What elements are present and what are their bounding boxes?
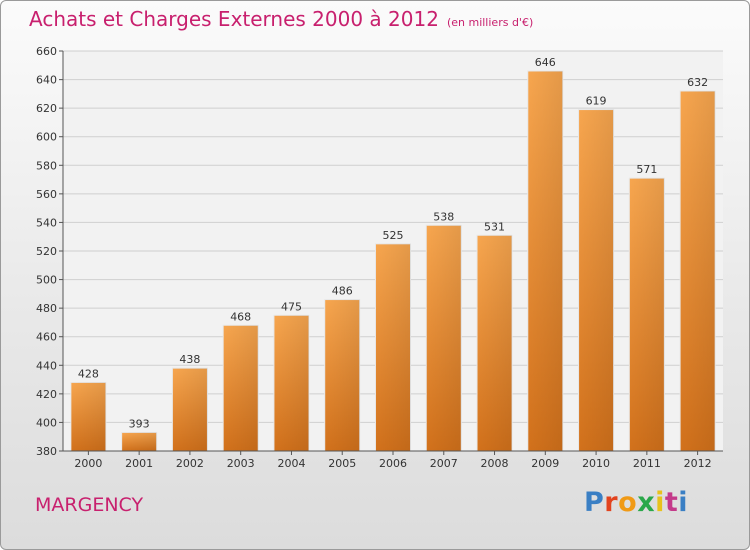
city-name: MARGENCY [35, 494, 144, 516]
logo-letter: t [664, 487, 679, 518]
logo-letter: o [618, 487, 638, 518]
x-tick-label: 2009 [531, 457, 559, 470]
bar-shade [680, 91, 716, 451]
bar-value-label: 571 [636, 163, 657, 176]
logo-letter: P [584, 487, 605, 518]
bar-value-label: 475 [281, 300, 302, 313]
y-tick-label: 400 [36, 416, 57, 429]
bar-shade [629, 178, 665, 451]
y-tick-label: 440 [36, 359, 57, 372]
chart-title: Achats et Charges Externes 2000 à 2012 (e… [29, 7, 533, 31]
y-tick-label: 500 [36, 274, 57, 287]
bar-shade [324, 299, 360, 451]
bar-shade [527, 71, 563, 451]
bar-shade [121, 432, 157, 451]
x-tick-label: 2006 [379, 457, 407, 470]
bar-value-label: 619 [586, 95, 607, 108]
bar-value-label: 525 [383, 229, 404, 242]
y-tick-label: 660 [36, 45, 57, 58]
bar-shade [172, 368, 208, 451]
x-tick-label: 2002 [176, 457, 204, 470]
logo-letter: x [637, 487, 656, 518]
bar-value-label: 538 [433, 210, 454, 223]
bar-value-label: 632 [687, 76, 708, 89]
logo-letter: i [655, 487, 665, 518]
bar-shade [273, 315, 309, 451]
bar-shade [578, 109, 614, 452]
y-tick-label: 540 [36, 216, 57, 229]
bar-value-label: 428 [78, 367, 99, 380]
bar-shade [426, 225, 462, 451]
x-tick-label: 2005 [328, 457, 356, 470]
y-tick-label: 480 [36, 302, 57, 315]
x-tick-label: 2011 [633, 457, 661, 470]
x-tick-label: 2007 [430, 457, 458, 470]
y-tick-label: 620 [36, 102, 57, 115]
y-tick-label: 420 [36, 388, 57, 401]
proxiti-logo[interactable]: Proxiti [584, 487, 688, 518]
x-tick-label: 2010 [582, 457, 610, 470]
y-tick-label: 380 [36, 445, 57, 458]
bar-value-label: 531 [484, 220, 505, 233]
y-tick-label: 600 [36, 131, 57, 144]
y-tick-label: 640 [36, 74, 57, 87]
bar-value-label: 438 [179, 353, 200, 366]
x-tick-label: 2004 [277, 457, 305, 470]
y-tick-label: 560 [36, 188, 57, 201]
x-tick-label: 2008 [481, 457, 509, 470]
y-tick-label: 520 [36, 245, 57, 258]
bar-shade [223, 325, 259, 451]
bar-value-label: 468 [230, 310, 251, 323]
x-tick-label: 2012 [684, 457, 712, 470]
bar-value-label: 393 [129, 417, 150, 430]
bar-value-label: 486 [332, 285, 353, 298]
x-tick-label: 2003 [227, 457, 255, 470]
bar-shade [477, 235, 513, 451]
logo-letter: r [604, 487, 619, 518]
x-tick-label: 2001 [125, 457, 153, 470]
bar-value-label: 646 [535, 56, 556, 69]
x-tick-label: 2000 [74, 457, 102, 470]
bar-shade [375, 243, 411, 451]
y-tick-label: 460 [36, 331, 57, 344]
chart-title-text: Achats et Charges Externes 2000 à 2012 [29, 7, 439, 31]
y-tick-label: 580 [36, 159, 57, 172]
bars-layer: 428 393 438 468 475 486 525 538 531 646 619 571 632 [70, 56, 716, 452]
logo-letter: i [678, 487, 689, 518]
bar-shade [70, 382, 106, 451]
axis-layer: 380 400 420 440 460 480 500 520 540 560 580 600 620 6… [36, 45, 723, 470]
chart-subtitle: (en milliers d'€) [446, 16, 534, 29]
